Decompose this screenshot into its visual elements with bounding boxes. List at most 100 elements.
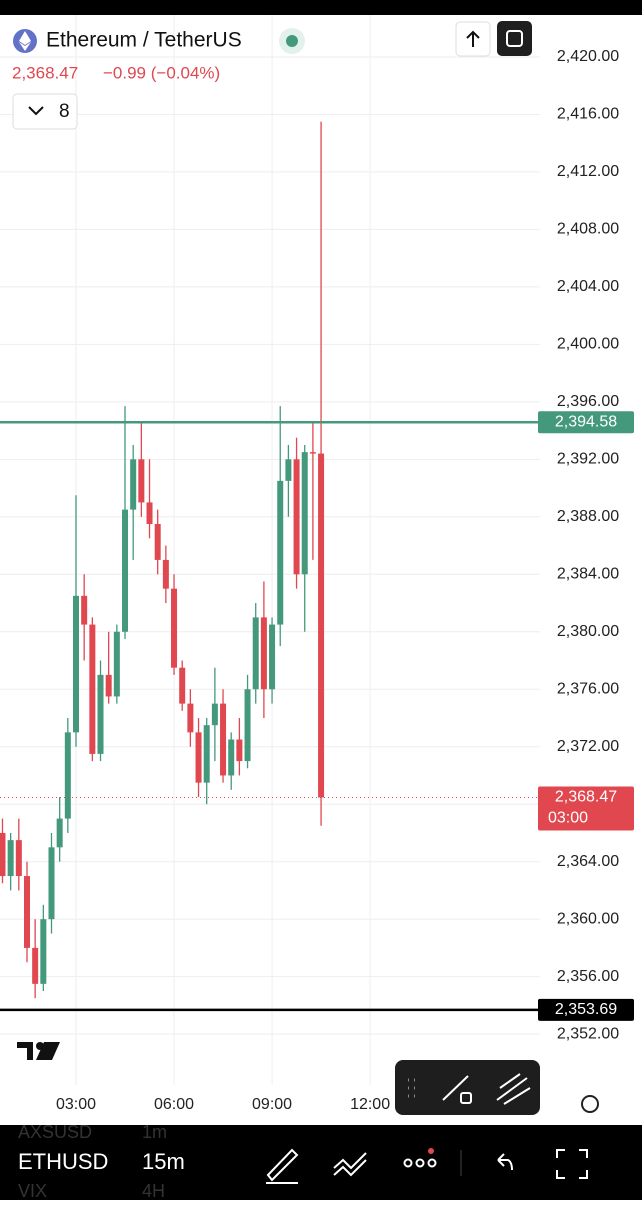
y-tick-label: 2,392.00 [557,451,619,468]
tv-logo-dot [36,1042,44,1050]
candle-body [113,631,120,697]
candle-body [122,509,129,632]
candle-body [89,624,96,754]
candle-body [48,847,55,920]
y-tick-label: 2,400.00 [557,336,619,353]
y-tick-label: 2,380.00 [557,623,619,640]
candle-body [64,732,71,819]
price-label: 2,353.69 [555,1001,617,1018]
channel-tool[interactable] [496,1073,531,1105]
tool-handle [460,1092,472,1104]
candle-body [220,703,227,776]
x-tick-label: 03:00 [56,1096,96,1113]
candle-body [203,725,210,783]
status-dot-core [286,35,298,47]
candle-body [162,559,169,589]
y-tick-label: 2,396.00 [557,393,619,410]
indicator-toggle[interactable] [12,93,78,130]
candle-body [260,617,267,690]
candle-body [171,588,178,668]
y-tick-label: 2,376.00 [557,680,619,697]
candle-body [309,452,316,454]
y-tick-label: 2,412.00 [557,163,619,180]
trend-line-tool[interactable] [442,1075,469,1101]
grip [408,1078,415,1098]
fullscreen-button[interactable] [497,21,532,56]
x-tick-label: 09:00 [252,1096,292,1113]
candle-body [23,876,30,948]
x-tick-label: 12:00 [350,1096,390,1113]
faded-interval: 4H [142,1181,165,1200]
candle-body [293,459,300,575]
y-tick-label: 2,372.00 [557,738,619,755]
toolbar-interval[interactable]: 15m [142,1149,185,1174]
candle-body [97,674,104,754]
candle-body [73,595,80,733]
chevron [28,106,44,116]
symbol-title: Ethereum / TetherUS [46,29,242,52]
countdown: 03:00 [548,810,588,827]
more-dot[interactable] [427,1158,437,1168]
settings-icon[interactable] [581,1095,599,1113]
fullscreen-glyph [506,30,523,47]
price-label: 2,394.58 [555,413,617,430]
fullscreen[interactable] [556,1149,588,1179]
pen-tool[interactable] [266,1148,299,1184]
y-tick-label: 2,352.00 [557,1025,619,1042]
y-tick-label: 2,408.00 [557,221,619,238]
candle-body [318,453,325,798]
faded-symbol: AXSUSD [18,1122,92,1142]
more-dot[interactable] [415,1158,425,1168]
candle-body [187,703,194,733]
candle-body [105,674,112,697]
y-tick-label: 2,364.00 [557,853,619,870]
indicator-count: 8 [59,101,70,122]
drawing-panel [395,1060,540,1115]
candle-body [244,689,251,762]
candle-body [195,732,202,783]
compare-tool[interactable] [333,1152,367,1177]
candle-body [236,739,243,762]
toolbar [0,1125,642,1200]
toolbar-symbol[interactable]: ETHUSD [18,1149,108,1174]
candle-body [81,595,88,625]
candle-body [32,947,39,984]
faded-symbol: VIX [18,1181,47,1200]
notify-dot [428,1148,434,1154]
y-tick-label: 2,420.00 [557,48,619,65]
price-label-bg [538,786,634,831]
x-tick-label: 06:00 [154,1096,194,1113]
more-dot[interactable] [403,1158,413,1168]
y-tick-label: 2,416.00 [557,106,619,123]
last-price: 2,368.47 [12,63,78,82]
candle-body [154,523,161,560]
candle-body [269,624,276,690]
candle-body [146,502,153,524]
y-tick-label: 2,356.00 [557,968,619,985]
candle-body [130,459,137,510]
candle-body [7,840,14,877]
y-tick-label: 2,388.00 [557,508,619,525]
coin-glyph [19,31,31,51]
y-tick-label: 2,404.00 [557,278,619,295]
candle-body [228,739,235,776]
status-bar [0,0,642,15]
price-change: −0.99 (−0.04%) [103,63,220,82]
price-label-bg [538,998,634,1021]
y-tick-label: 2,384.00 [557,566,619,583]
faded-interval: 1m [142,1122,167,1142]
candle-body [211,703,218,726]
candle-body [15,840,22,877]
candle-body [0,832,6,877]
y-tick-label: 2,360.00 [557,910,619,927]
candle-body [56,818,63,848]
candle-body [138,459,145,503]
candle-body [40,919,47,984]
tv-logo [17,1042,60,1060]
candle-body [285,459,292,481]
undo[interactable] [497,1153,513,1171]
price-label: 2,368.47 [555,789,617,806]
price-label-bg [538,411,634,434]
